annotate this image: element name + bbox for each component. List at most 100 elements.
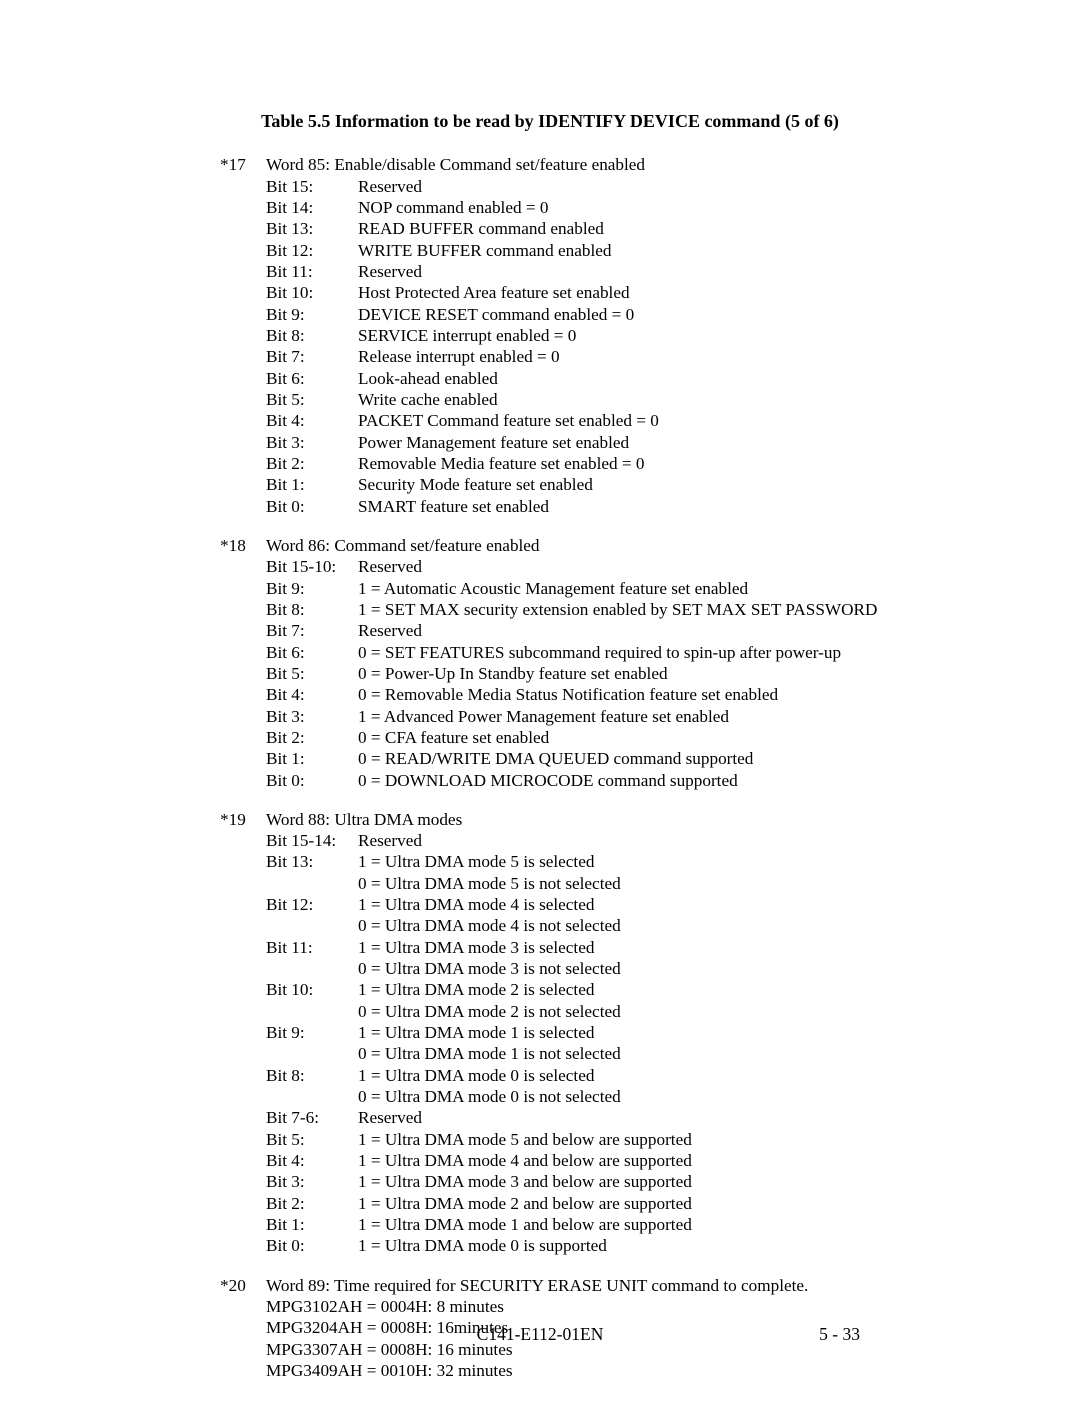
bit-row: Bit 7-6:Reserved: [220, 1107, 880, 1128]
bit-description: 1 = Ultra DMA mode 5 is selected: [358, 851, 880, 872]
bit-row: Bit 5:1 = Ultra DMA mode 5 and below are…: [220, 1129, 880, 1150]
bit-label: Bit 5:: [266, 389, 358, 410]
bit-label: Bit 6:: [266, 368, 358, 389]
bit-label: Bit 5:: [266, 1129, 358, 1150]
bit-row: 0 = Ultra DMA mode 4 is not selected: [220, 915, 880, 936]
bit-row: 0 = Ultra DMA mode 5 is not selected: [220, 873, 880, 894]
bit-row: Bit 4:0 = Removable Media Status Notific…: [220, 684, 880, 705]
bit-row: 0 = Ultra DMA mode 2 is not selected: [220, 1001, 880, 1022]
bit-row: Bit 2:1 = Ultra DMA mode 2 and below are…: [220, 1193, 880, 1214]
bit-row: Bit 4:1 = Ultra DMA mode 4 and below are…: [220, 1150, 880, 1171]
bit-description: 0 = SET FEATURES subcommand required to …: [358, 642, 880, 663]
document-page: Table 5.5 Information to be read by IDEN…: [0, 0, 1080, 1423]
bit-label: Bit 9:: [266, 304, 358, 325]
bit-label: Bit 3:: [266, 706, 358, 727]
section-word-label: Word 85: Enable/disable Command set/feat…: [266, 154, 880, 175]
bit-label: Bit 9:: [266, 578, 358, 599]
bit-description: Security Mode feature set enabled: [358, 474, 880, 495]
plain-line: MPG3409AH = 0010H: 32 minutes: [220, 1360, 880, 1381]
bit-row: Bit 3:1 = Advanced Power Management feat…: [220, 706, 880, 727]
bit-description: Write cache enabled: [358, 389, 880, 410]
bit-description: 0 = Removable Media Status Notification …: [358, 684, 880, 705]
bit-description: SERVICE interrupt enabled = 0: [358, 325, 880, 346]
section: *17Word 85: Enable/disable Command set/f…: [220, 154, 880, 517]
bit-label: Bit 4:: [266, 410, 358, 431]
bit-label: Bit 7-6:: [266, 1107, 358, 1128]
bit-row: Bit 8:1 = SET MAX security extension ena…: [220, 599, 880, 620]
bit-row: Bit 15:Reserved: [220, 176, 880, 197]
bit-row: Bit 13:READ BUFFER command enabled: [220, 218, 880, 239]
section-word-label: Word 86: Command set/feature enabled: [266, 535, 880, 556]
bit-label: Bit 5:: [266, 663, 358, 684]
bit-label: Bit 7:: [266, 346, 358, 367]
page-footer: C141-E112-01EN 5 - 33: [0, 1324, 1080, 1345]
bit-description: 1 = Advanced Power Management feature se…: [358, 706, 880, 727]
bit-label: Bit 2:: [266, 453, 358, 474]
bit-row: Bit 4:PACKET Command feature set enabled…: [220, 410, 880, 431]
bit-description: Look-ahead enabled: [358, 368, 880, 389]
bit-label: Bit 0:: [266, 1235, 358, 1256]
bit-label: Bit 4:: [266, 684, 358, 705]
bit-row: Bit 0:SMART feature set enabled: [220, 496, 880, 517]
bit-row: Bit 10:1 = Ultra DMA mode 2 is selected: [220, 979, 880, 1000]
bit-description: 1 = Ultra DMA mode 4 is selected: [358, 894, 880, 915]
bit-row: Bit 11:Reserved: [220, 261, 880, 282]
section: *18Word 86: Command set/feature enabledB…: [220, 535, 880, 791]
table-title: Table 5.5 Information to be read by IDEN…: [220, 110, 880, 132]
bit-row: Bit 9:DEVICE RESET command enabled = 0: [220, 304, 880, 325]
section-heading: *17Word 85: Enable/disable Command set/f…: [220, 154, 880, 175]
bit-row: Bit 8:1 = Ultra DMA mode 0 is selected: [220, 1065, 880, 1086]
bit-description: 1 = Ultra DMA mode 4 and below are suppo…: [358, 1150, 880, 1171]
bit-row: Bit 1:Security Mode feature set enabled: [220, 474, 880, 495]
bit-label: Bit 14:: [266, 197, 358, 218]
bit-description: 1 = Ultra DMA mode 1 and below are suppo…: [358, 1214, 880, 1235]
bit-description: 1 = Ultra DMA mode 5 and below are suppo…: [358, 1129, 880, 1150]
bit-description: SMART feature set enabled: [358, 496, 880, 517]
bit-label: Bit 3:: [266, 1171, 358, 1192]
bit-label: Bit 6:: [266, 642, 358, 663]
section: *19Word 88: Ultra DMA modesBit 15-14:Res…: [220, 809, 880, 1257]
section-number: *17: [220, 154, 266, 175]
bit-label: Bit 11:: [266, 937, 358, 958]
bit-row: Bit 3:Power Management feature set enabl…: [220, 432, 880, 453]
bit-label: Bit 12:: [266, 240, 358, 261]
section-word-label: Word 89: Time required for SECURITY ERAS…: [266, 1275, 880, 1296]
footer-doc-id: C141-E112-01EN: [0, 1324, 1080, 1345]
bit-description: Reserved: [358, 620, 880, 641]
bit-row: Bit 10:Host Protected Area feature set e…: [220, 282, 880, 303]
section-heading: *20Word 89: Time required for SECURITY E…: [220, 1275, 880, 1296]
bit-row: Bit 7:Reserved: [220, 620, 880, 641]
bit-row: Bit 1:0 = READ/WRITE DMA QUEUED command …: [220, 748, 880, 769]
bit-description: 1 = Ultra DMA mode 0 is selected: [358, 1065, 880, 1086]
bit-description: Host Protected Area feature set enabled: [358, 282, 880, 303]
bit-description: 0 = Ultra DMA mode 5 is not selected: [358, 873, 880, 894]
plain-line: MPG3102AH = 0004H: 8 minutes: [220, 1296, 880, 1317]
bit-description: Release interrupt enabled = 0: [358, 346, 880, 367]
bit-description: Reserved: [358, 830, 880, 851]
bit-label: Bit 8:: [266, 325, 358, 346]
bit-description: 0 = Ultra DMA mode 1 is not selected: [358, 1043, 880, 1064]
bit-label: Bit 0:: [266, 496, 358, 517]
bit-description: 1 = Ultra DMA mode 0 is supported: [358, 1235, 880, 1256]
bit-row: Bit 13:1 = Ultra DMA mode 5 is selected: [220, 851, 880, 872]
bit-description: READ BUFFER command enabled: [358, 218, 880, 239]
bit-row: Bit 7:Release interrupt enabled = 0: [220, 346, 880, 367]
bit-label: Bit 13:: [266, 851, 358, 872]
section-number: *19: [220, 809, 266, 830]
bit-description: PACKET Command feature set enabled = 0: [358, 410, 880, 431]
bit-description: 1 = Ultra DMA mode 3 is selected: [358, 937, 880, 958]
bit-description: 0 = DOWNLOAD MICROCODE command supported: [358, 770, 880, 791]
bit-label: Bit 12:: [266, 894, 358, 915]
bit-row: Bit 6:Look-ahead enabled: [220, 368, 880, 389]
bit-label: Bit 15:: [266, 176, 358, 197]
bit-row: Bit 11:1 = Ultra DMA mode 3 is selected: [220, 937, 880, 958]
section-number: *20: [220, 1275, 266, 1296]
bit-row: Bit 0:0 = DOWNLOAD MICROCODE command sup…: [220, 770, 880, 791]
bit-description: 1 = SET MAX security extension enabled b…: [358, 599, 880, 620]
bit-row: Bit 15-14:Reserved: [220, 830, 880, 851]
bit-label: Bit 8:: [266, 599, 358, 620]
bit-label: Bit 0:: [266, 770, 358, 791]
bit-row: Bit 14:NOP command enabled = 0: [220, 197, 880, 218]
bit-label: Bit 1:: [266, 748, 358, 769]
bit-label: Bit 11:: [266, 261, 358, 282]
